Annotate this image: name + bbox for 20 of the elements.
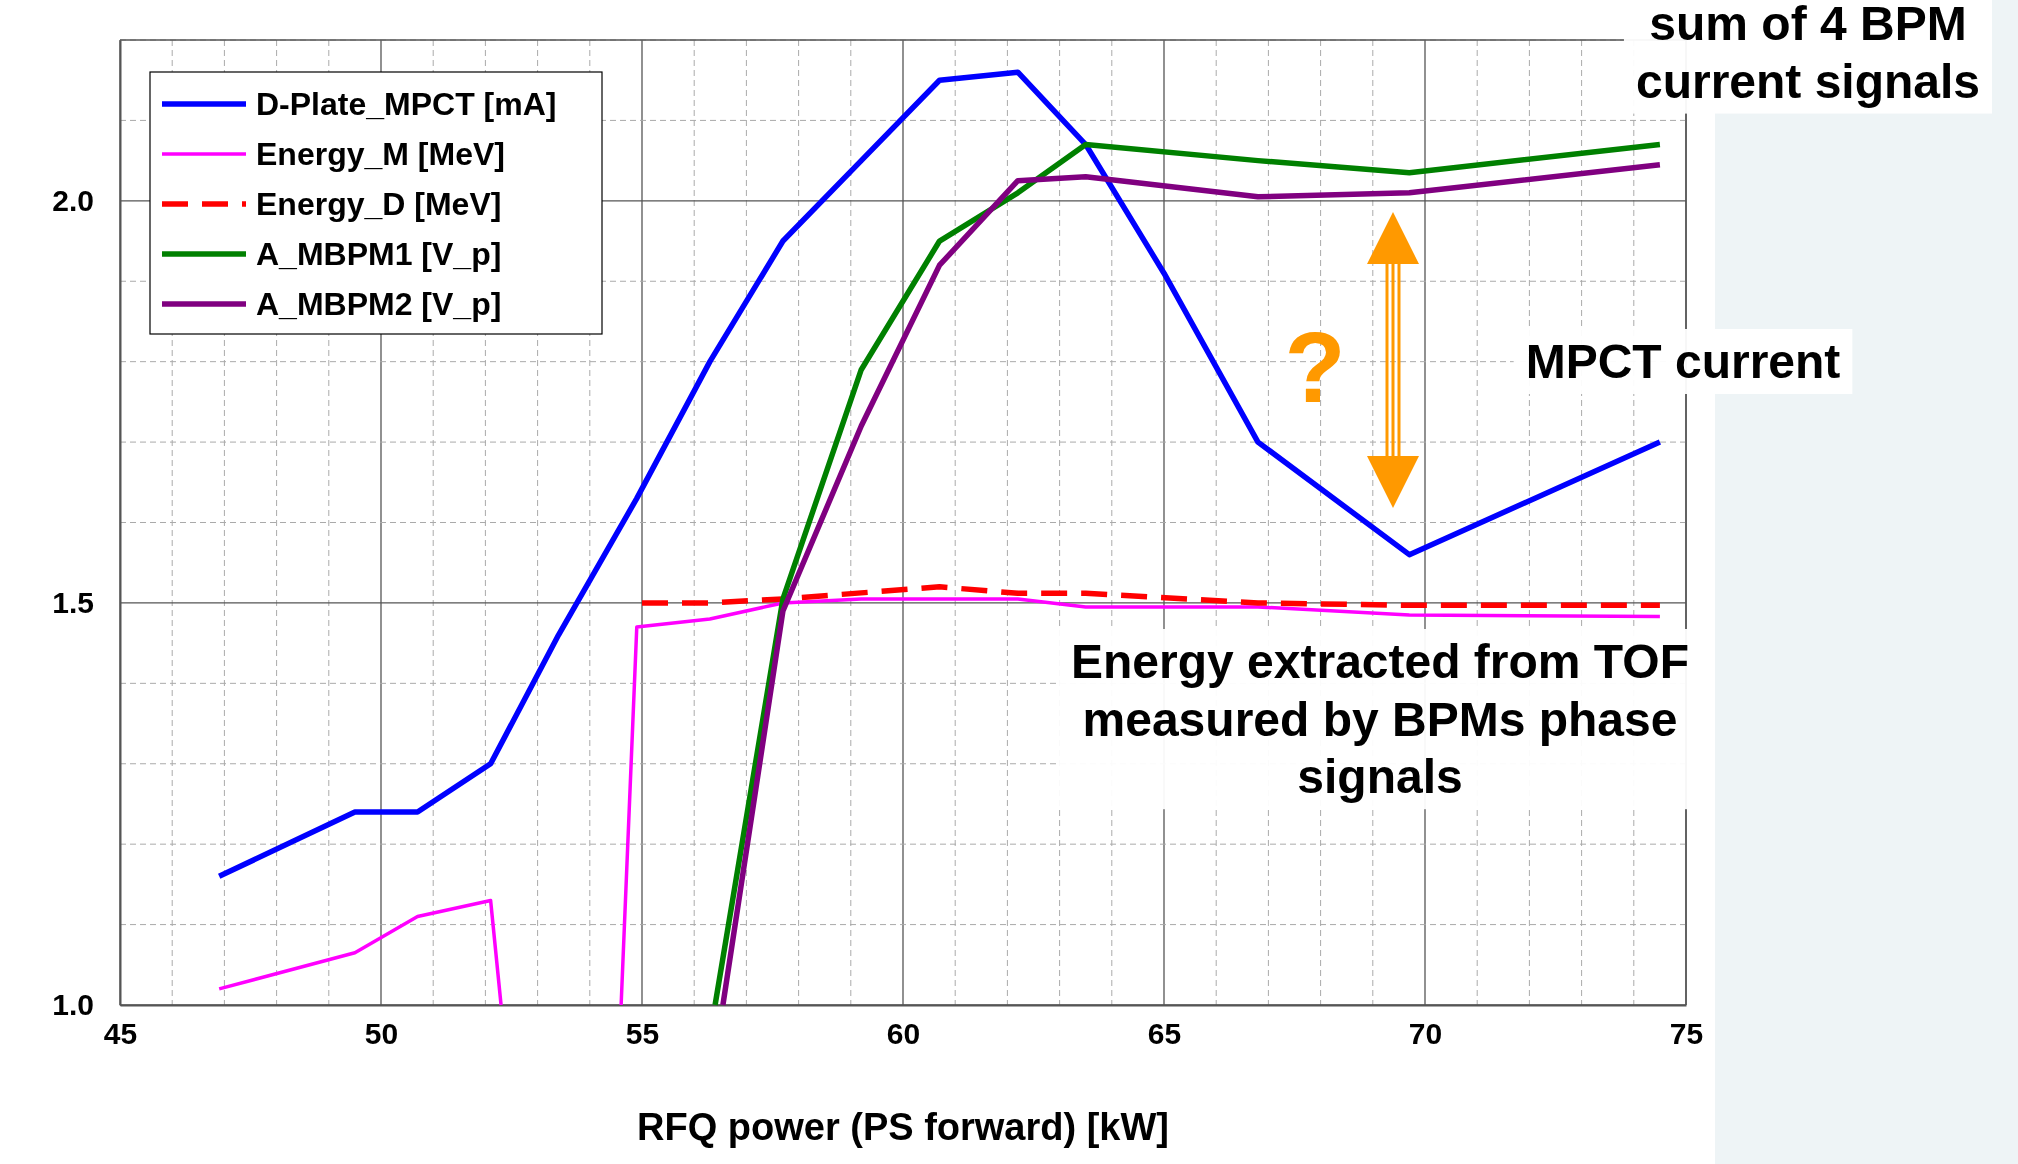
legend-label: A_MBPM2 [V_p] <box>256 286 502 322</box>
legend-label: A_MBPM1 [V_p] <box>256 236 502 272</box>
x-tick-label: 45 <box>103 1017 138 1051</box>
legend-label: D-Plate_MPCT [mA] <box>256 86 557 122</box>
annotation: Energy extracted from TOF measured by BPMs phase signals <box>1071 635 1689 804</box>
x-axis-title: RFQ power (PS forward) [kW] <box>637 1106 1169 1148</box>
annotation: MPCT current <box>1525 335 1841 388</box>
x-tick-label: 65 <box>1147 1017 1182 1051</box>
y-tick-label: 1.5 <box>52 586 94 620</box>
annotation: ? <box>1284 311 1346 423</box>
x-tick-label: 55 <box>625 1017 660 1051</box>
x-tick-label: 70 <box>1408 1017 1443 1051</box>
x-tick-label: 60 <box>886 1017 921 1051</box>
x-tick-label: 75 <box>1669 1017 1704 1051</box>
annotation: sum of 4 BPM current signals <box>1635 0 1981 108</box>
legend-label: Energy_M [MeV] <box>256 136 505 172</box>
x-tick-label: 50 <box>364 1017 399 1051</box>
y-tick-label: 2.0 <box>52 183 94 217</box>
y-tick-label: 1.0 <box>52 988 94 1022</box>
legend-label: Energy_D [MeV] <box>256 186 502 222</box>
